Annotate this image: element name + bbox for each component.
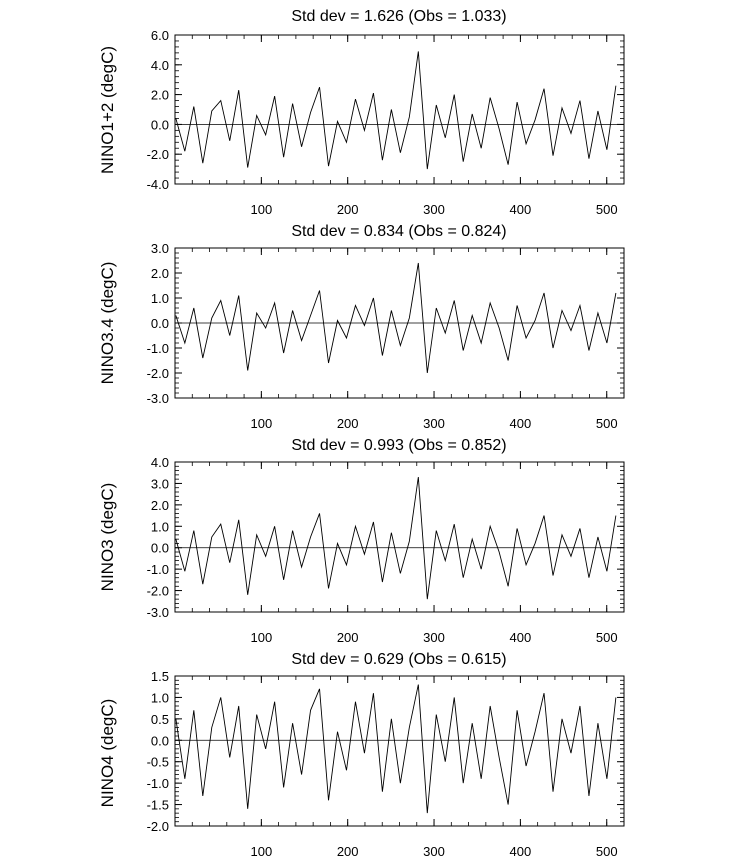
y-tick-label: 6.0 (151, 28, 169, 43)
panel-title: Std dev = 0.834 (Obs = 0.824) (291, 223, 506, 240)
y-tick-label: -2.0 (147, 819, 169, 834)
y-tick-label: 0.0 (151, 541, 169, 556)
plot-frame (174, 34, 625, 185)
y-tick-label: -1.0 (147, 341, 169, 356)
x-tick-label: 200 (337, 416, 359, 431)
series-line-0 (175, 684, 617, 814)
x-tick-label: 400 (510, 416, 532, 431)
x-tick-label: 100 (250, 844, 272, 859)
panel-title: Std dev = 1.626 (Obs = 1.033) (291, 8, 506, 25)
plot-area: -3.0 -2.0 -1.0 0.0 1.0 2.0 3.0 100 200 300 400 500 (147, 241, 625, 431)
x-tick-label: 300 (423, 202, 445, 217)
y-tick-label: 0.0 (151, 316, 169, 331)
plot-area: -3.0 -2.0 -1.0 0.0 1.0 2.0 3.0 4.0 100 200 300 400 5… (147, 455, 625, 645)
y-tick-label: -1.5 (147, 798, 169, 813)
y-tick-label: -4.0 (147, 177, 169, 192)
y-tick-label: -0.5 (147, 755, 169, 770)
panel-title: Std dev = 0.629 (Obs = 0.615) (291, 651, 506, 668)
x-tick-label: 500 (596, 202, 618, 217)
y-tick-label: 1.0 (151, 291, 169, 306)
panel-nino3: Std dev = 0.993 (Obs = 0.852) NINO3 (deg… (98, 437, 625, 645)
y-axis-label: NINO4 (degC) (98, 699, 117, 808)
x-tick-label: 100 (250, 630, 272, 645)
x-tick-label: 500 (596, 416, 618, 431)
plot-area: -2.0 -1.5 -1.0 -0.5 0.0 0.5 1.0 1.5 100 200 300 400… (147, 669, 625, 859)
panel-title: Std dev = 0.993 (Obs = 0.852) (291, 437, 506, 454)
x-tick-label: 100 (250, 202, 272, 217)
y-tick-label: -2.0 (147, 584, 169, 599)
y-tick-label: -2.0 (147, 147, 169, 162)
panel-nino34: Std dev = 0.834 (Obs = 0.824) NINO3.4 (d… (98, 223, 625, 431)
y-tick-label: 3.0 (151, 241, 169, 256)
y-tick-label: 0.0 (151, 117, 169, 132)
y-tick-label: 4.0 (151, 455, 169, 470)
y-tick-label: 0.5 (151, 712, 169, 727)
x-tick-label: 400 (510, 844, 532, 859)
y-tick-label: -3.0 (147, 391, 169, 406)
y-axis-label: NINO3.4 (degC) (98, 262, 117, 385)
x-tick-label: 200 (337, 202, 359, 217)
y-tick-label: 3.0 (151, 476, 169, 491)
plot-frame (174, 461, 625, 613)
y-axis-label: NINO3 (degC) (98, 483, 117, 592)
series-line-0 (175, 476, 617, 600)
y-axis-label: NINO1+2 (degC) (98, 46, 117, 174)
x-tick-label: 400 (510, 630, 532, 645)
plot-area: -4.0 -2.0 0.0 2.0 4.0 6.0 100 200 300 400 500 (147, 28, 625, 217)
x-tick-label: 100 (250, 416, 272, 431)
y-tick-label: -2.0 (147, 366, 169, 381)
x-tick-label: 300 (423, 844, 445, 859)
y-tick-label: 2.0 (151, 498, 169, 513)
y-tick-label: 4.0 (151, 58, 169, 73)
x-tick-label: 200 (337, 844, 359, 859)
series-line-0 (175, 262, 617, 374)
series-line-0 (175, 51, 617, 170)
x-tick-label: 500 (596, 630, 618, 645)
y-tick-label: 0.0 (151, 733, 169, 748)
x-tick-label: 400 (510, 202, 532, 217)
y-tick-label: 1.0 (151, 519, 169, 534)
panel-nino4: Std dev = 0.629 (Obs = 0.615) NINO4 (deg… (98, 651, 625, 859)
y-tick-label: 2.0 (151, 88, 169, 103)
panel-nino12: Std dev = 1.626 (Obs = 1.033) NINO1+2 (d… (98, 8, 625, 217)
x-tick-label: 200 (337, 630, 359, 645)
y-tick-label: -1.0 (147, 776, 169, 791)
x-tick-label: 300 (423, 416, 445, 431)
x-tick-label: 500 (596, 844, 618, 859)
y-tick-label: -3.0 (147, 605, 169, 620)
y-tick-label: -1.0 (147, 562, 169, 577)
y-tick-label: 2.0 (151, 266, 169, 281)
x-tick-label: 300 (423, 630, 445, 645)
y-tick-label: 1.0 (151, 690, 169, 705)
y-tick-label: 1.5 (151, 669, 169, 684)
